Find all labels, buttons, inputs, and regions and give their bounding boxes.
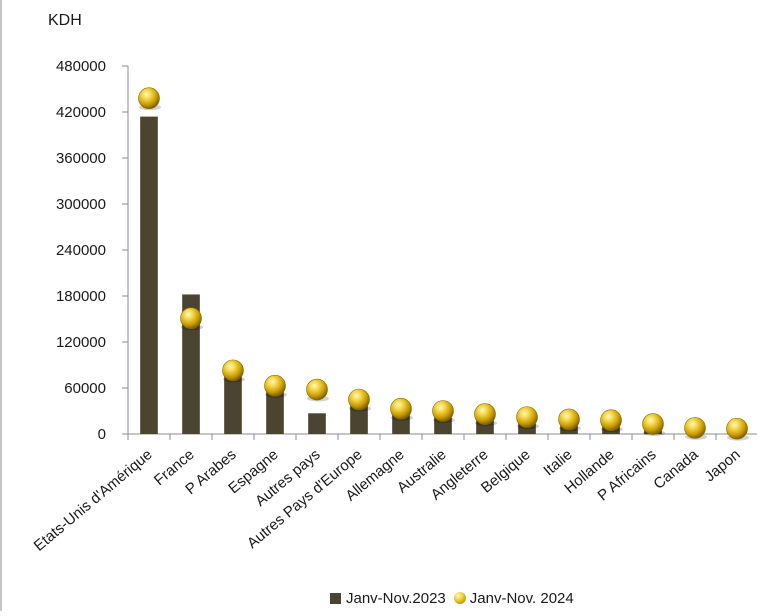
marker-2024 xyxy=(642,413,664,435)
marker-2024 xyxy=(348,388,370,411)
bar-2023 xyxy=(308,413,326,434)
bar-2023 xyxy=(182,294,200,434)
y-tick-label: 0 xyxy=(98,426,106,443)
legend-swatch-2024 xyxy=(453,592,466,604)
y-tick-label: 180000 xyxy=(56,288,106,305)
legend: Janv-Nov.2023 Janv-Nov. 2024 xyxy=(330,588,574,608)
marker-2024 xyxy=(516,406,538,428)
bar-2023 xyxy=(266,388,284,434)
legend-label-2023: Janv-Nov.2023 xyxy=(346,589,446,607)
y-tick-label: 360000 xyxy=(56,150,106,167)
y-tick-label: 240000 xyxy=(56,242,106,259)
marker-2024 xyxy=(306,378,328,401)
bar-2023 xyxy=(140,116,158,434)
marker-2024 xyxy=(558,408,580,431)
y-axis-unit-label: KDH xyxy=(48,12,82,29)
marker-2024 xyxy=(600,409,622,432)
x-category-label: Canada xyxy=(650,446,702,493)
y-tick-label: 420000 xyxy=(56,104,106,121)
marker-2024 xyxy=(432,400,454,422)
y-tick-label: 120000 xyxy=(56,334,106,351)
y-tick-label: 60000 xyxy=(64,380,106,397)
bar-2023 xyxy=(350,403,368,434)
marker-2024 xyxy=(726,417,748,440)
bar-2023 xyxy=(224,372,242,434)
marker-2024 xyxy=(180,307,202,330)
marker-2024 xyxy=(390,397,412,420)
marker-2024 xyxy=(474,403,496,425)
marker-2024 xyxy=(222,359,244,382)
x-category-label: Japon xyxy=(701,446,743,485)
x-category-label: Etats-Unis d'Amérique xyxy=(31,446,156,555)
y-tick-label: 300000 xyxy=(56,196,106,213)
marker-2024 xyxy=(264,374,286,397)
y-tick-label: 480000 xyxy=(56,58,106,75)
marker-2024 xyxy=(684,417,706,439)
marker-2024 xyxy=(138,87,160,109)
x-category-label: Italie xyxy=(540,446,575,479)
legend-swatch-2023 xyxy=(330,592,341,604)
legend-label-2024: Janv-Nov. 2024 xyxy=(469,589,574,607)
